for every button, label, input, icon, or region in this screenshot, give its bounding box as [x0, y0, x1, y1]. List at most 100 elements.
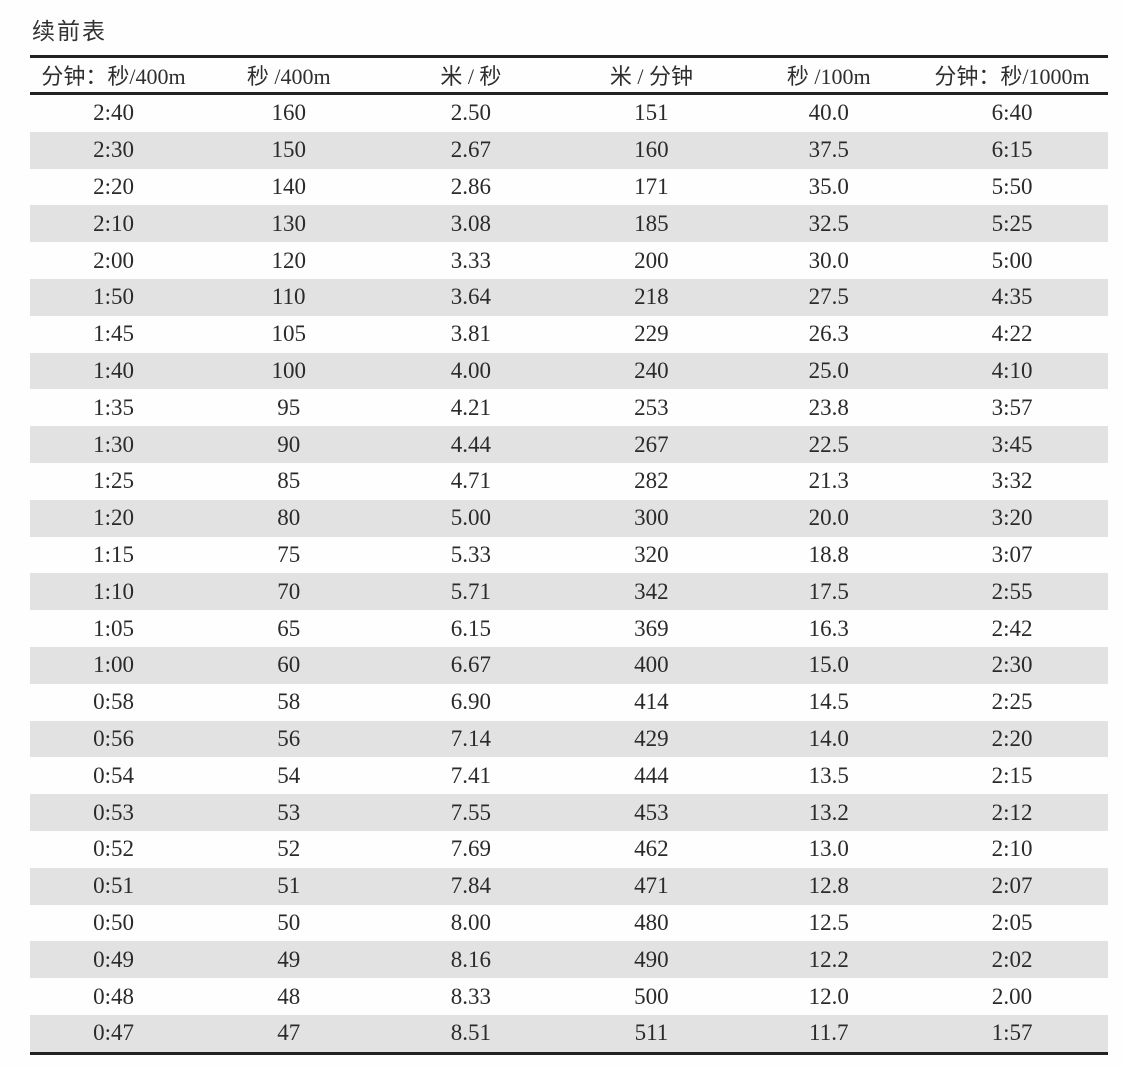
table-cell: 85 — [277, 468, 301, 494]
table-cell: 13.0 — [808, 836, 849, 862]
table-row: 0:52 52 7.69 462 13.0 2:10 — [30, 831, 1108, 868]
table-cell: 2:30 — [991, 652, 1033, 678]
table-cell: 3:07 — [991, 541, 1033, 567]
table-cell: 151 — [634, 100, 669, 126]
table-row: 1:25 85 4.71 282 21.3 3:32 — [30, 463, 1108, 500]
table-cell: 25.0 — [808, 357, 849, 383]
table-row: 0:49 49 8.16 490 12.2 2:02 — [30, 941, 1108, 979]
table-cell: 48 — [277, 983, 301, 1009]
table-cell: 5.00 — [450, 505, 491, 531]
table-row: 0:50 50 8.00 480 12.5 2:05 — [30, 905, 1108, 942]
table-cell: 2:07 — [991, 873, 1033, 899]
table-cell: 100 — [271, 357, 306, 383]
table-cell: 23.8 — [808, 394, 849, 420]
table-cell: 4.21 — [450, 394, 491, 420]
table-cell: 2:10 — [991, 836, 1033, 862]
table-cell: 2:15 — [991, 762, 1033, 788]
table-cell: 0:56 — [93, 725, 134, 751]
table-row: 1:45 105 3.81 229 26.3 4:22 — [30, 316, 1108, 353]
table-cell: 2.00 — [991, 983, 1033, 1009]
table-cell: 6:15 — [991, 137, 1033, 163]
table-cell: 2.67 — [450, 137, 491, 163]
table-cell: 1:35 — [93, 394, 134, 420]
table-cell: 21.3 — [808, 468, 849, 494]
table-cell: 400 — [634, 652, 669, 678]
table-cell: 3:32 — [991, 468, 1033, 494]
table-cell: 20.0 — [808, 505, 849, 531]
table-cell: 37.5 — [808, 137, 849, 163]
table-cell: 16.3 — [808, 615, 849, 641]
column-header-5: 分钟：秒/1000m — [934, 64, 1090, 89]
column-header-2: 米 / 秒 — [440, 64, 502, 89]
table-cell: 3.81 — [450, 321, 491, 347]
table-cell: 511 — [634, 1020, 669, 1046]
table-cell: 13.2 — [808, 799, 849, 825]
table-cell: 1:50 — [93, 284, 134, 310]
table-row: 0:51 51 7.84 471 12.8 2:07 — [30, 867, 1108, 905]
table-cell: 1:45 — [93, 321, 134, 347]
table-cell: 471 — [634, 873, 669, 899]
table-cell: 429 — [634, 725, 669, 751]
table-cell: 58 — [277, 689, 301, 715]
table-cell: 18.8 — [808, 541, 849, 567]
table-cell: 3.08 — [450, 210, 491, 236]
header-row: 分钟：秒/400m 秒 /400m 米 / 秒 米 / 分钟 秒 /100m 分钟：秒/1… — [30, 57, 1108, 94]
table-cell: 253 — [634, 394, 669, 420]
table-cell: 0:47 — [93, 1020, 134, 1046]
table-cell: 70 — [277, 578, 301, 604]
table-cell: 1:20 — [93, 505, 134, 531]
table-cell: 444 — [634, 762, 669, 788]
table-cell: 7.84 — [450, 873, 491, 899]
table-row: 2:30 150 2.67 160 37.5 6:15 — [30, 131, 1108, 169]
table-cell: 14.0 — [808, 725, 849, 751]
table-cell: 218 — [634, 284, 669, 310]
table-cell: 0:58 — [93, 689, 134, 715]
table-cell: 140 — [271, 173, 306, 199]
table-row: 1:35 95 4.21 253 23.8 3:57 — [30, 389, 1108, 426]
table-cell: 75 — [277, 541, 301, 567]
table-cell: 52 — [277, 836, 301, 862]
column-header-0: 分钟：秒/400m — [41, 64, 186, 89]
table-cell: 171 — [634, 173, 669, 199]
table-cell: 6.15 — [450, 615, 491, 641]
table-cell: 2:05 — [991, 909, 1033, 935]
table-cell: 80 — [277, 505, 301, 531]
table-cell: 240 — [634, 357, 669, 383]
table-row: 1:40 100 4.00 240 25.0 4:10 — [30, 352, 1108, 390]
table-row: 2:20 140 2.86 171 35.0 5:50 — [30, 169, 1108, 206]
table-cell: 120 — [271, 247, 306, 273]
table-row: 1:05 65 6.15 369 16.3 2:42 — [30, 610, 1108, 647]
table-cell: 229 — [634, 321, 669, 347]
table-cell: 342 — [634, 578, 669, 604]
table-cell: 110 — [271, 284, 306, 310]
table-cell: 2:42 — [991, 615, 1033, 641]
table-cell: 14.5 — [808, 689, 849, 715]
table-row: 2:40 160 2.50 151 40.0 6:40 — [30, 94, 1108, 132]
table-cell: 7.41 — [450, 762, 491, 788]
table-cell: 1:40 — [93, 357, 134, 383]
table-cell: 2:02 — [991, 946, 1033, 972]
column-header-4: 秒 /100m — [786, 64, 871, 89]
table-cell: 95 — [277, 394, 301, 420]
table-cell: 0:52 — [93, 836, 134, 862]
table-cell: 150 — [271, 137, 306, 163]
table-row: 0:47 47 8.51 511 11.7 1:57 — [30, 1014, 1108, 1054]
table-row: 0:48 48 8.33 500 12.0 2.00 — [30, 978, 1108, 1015]
table-cell: 3.64 — [450, 284, 491, 310]
table-cell: 8.00 — [450, 909, 491, 935]
table-cell: 5:00 — [991, 247, 1033, 273]
table-cell: 4.00 — [450, 357, 491, 383]
table-cell: 160 — [634, 137, 669, 163]
table-cell: 1:25 — [93, 468, 134, 494]
table-cell: 51 — [277, 873, 301, 899]
table-row: 0:54 54 7.41 444 13.5 2:15 — [30, 757, 1108, 794]
table-cell: 2:10 — [93, 210, 134, 236]
table-cell: 6.67 — [450, 652, 491, 678]
table-row: 0:58 58 6.90 414 14.5 2:25 — [30, 684, 1108, 721]
table-cell: 3:57 — [991, 394, 1033, 420]
table-row: 1:50 110 3.64 218 27.5 4:35 — [30, 278, 1108, 316]
table-cell: 12.2 — [808, 946, 849, 972]
table-cell: 4:22 — [991, 321, 1033, 347]
table-cell: 26.3 — [808, 321, 849, 347]
